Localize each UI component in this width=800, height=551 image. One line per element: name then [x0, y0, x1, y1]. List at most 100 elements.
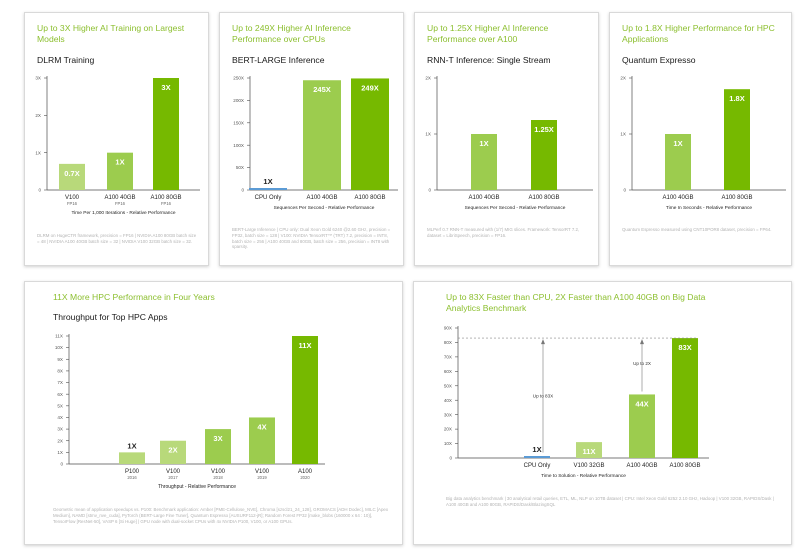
chart-footnote: DLRM on HugeCTR framework, precision = F…	[37, 233, 197, 244]
y-tick-label: 0	[428, 188, 431, 193]
category-label: V100	[166, 469, 181, 475]
x-axis-label: Throughput - Relative Performance	[158, 484, 236, 490]
chart-title: 11X More HPC Performance in Four Years	[53, 292, 215, 302]
category-sublabel: 2019	[257, 475, 267, 480]
x-axis-label: Sequences Per Second - Relative Performa…	[274, 205, 375, 211]
y-tick-label: 1X	[620, 132, 626, 137]
category-sublabel: 2016	[127, 475, 137, 480]
y-tick-label: 50X	[444, 383, 452, 388]
category-label: A100 40GB	[626, 463, 657, 469]
x-axis-label: Sequences Per Second - Relative Performa…	[465, 205, 566, 211]
data-label: 1X	[673, 139, 682, 148]
data-label: 83X	[678, 343, 691, 352]
y-tick-label: 90X	[444, 326, 452, 331]
chart-footnote: MLPerf 0.7 RNN-T measured with (1/7) MIG…	[427, 227, 580, 238]
category-sublabel: FP16	[161, 201, 172, 206]
category-label: V100	[65, 195, 80, 201]
bar-v100	[205, 429, 231, 464]
y-tick-label: 250X	[233, 76, 244, 81]
annotation-2x: Up to 2X	[633, 361, 651, 366]
chart-subtitle: BERT-LARGE Inference	[232, 55, 325, 65]
x-axis-label: Time to Solution - Relative Performance	[541, 473, 626, 479]
category-sublabel: FP16	[67, 201, 78, 206]
y-tick-label: 30X	[444, 412, 452, 417]
card-rnnt-inference: Up to 1.25X Higher AI Inference Performa…	[414, 12, 599, 266]
chart-title: Up to 3X Higher AI Training on Largest M…	[37, 23, 185, 44]
card-bert-inference: Up to 249X Higher AI Inference Performan…	[219, 12, 404, 266]
y-tick-label: 80X	[444, 340, 452, 345]
data-label: 4X	[257, 422, 266, 431]
arrow-2x-head	[640, 339, 644, 345]
x-axis-label: Time Per 1,000 Iterations - Relative Per…	[71, 210, 175, 216]
y-tick-label: 200X	[233, 98, 244, 103]
data-label: 3X	[213, 434, 222, 443]
y-tick-label: 0	[38, 188, 41, 193]
data-label: 44X	[635, 399, 648, 408]
bar-a100-80gb	[531, 120, 557, 190]
chart-title: Up to 83X Faster than CPU, 2X Faster tha…	[446, 292, 706, 313]
category-label: A100 80GB	[354, 195, 385, 201]
category-label: A100 80GB	[669, 463, 700, 469]
bar-cpu-only	[524, 456, 550, 458]
y-tick-label: 11X	[55, 334, 63, 339]
bar-a100-80gb	[153, 78, 179, 190]
y-tick-label: 6X	[57, 392, 63, 397]
y-tick-label: 9X	[57, 357, 63, 362]
chart-title: Up to 1.25X Higher AI Inference Performa…	[427, 23, 549, 44]
y-tick-label: 3X	[35, 76, 41, 81]
chart-footnote: Quantum Espresso measured using CNT10POR…	[622, 227, 772, 232]
chart-footnote: Big data analytics benchmark | 30 analyt…	[446, 496, 774, 507]
bar-v100	[249, 417, 275, 464]
y-tick-label: 10X	[55, 345, 63, 350]
data-label: 11X	[299, 341, 312, 350]
bar-a100-80gb	[724, 89, 750, 190]
y-tick-label: 0	[623, 188, 626, 193]
bar-p100	[119, 452, 145, 464]
category-label: A100 80GB	[150, 195, 181, 201]
y-tick-label: 0	[60, 462, 63, 467]
y-tick-label: 2X	[57, 438, 63, 443]
data-label: 1X	[263, 177, 272, 186]
category-label: V100 32GB	[573, 463, 604, 469]
category-sublabel: 2017	[168, 475, 178, 480]
y-tick-label: 1X	[35, 150, 41, 155]
bar-chart-quantum-expresso: 0 1X 2X 1X A100 40GB 1.8X A100 80GB Time In Sec…	[620, 76, 786, 211]
data-label: 1X	[532, 445, 541, 454]
chart-subtitle: Quantum Expresso	[622, 55, 696, 65]
y-tick-label: 1X	[57, 450, 63, 455]
data-label: 1.8X	[729, 94, 744, 103]
data-label: 0.7X	[64, 169, 79, 178]
data-label: 1X	[479, 139, 488, 148]
category-label: A100 40GB	[104, 195, 135, 201]
data-label: 249X	[361, 83, 379, 92]
data-label: 1.25X	[534, 125, 554, 134]
bar-chart-rnnt: 0 1X 2X 1X A100 40GB 1.25X A100 80GB Sequences …	[425, 76, 593, 211]
category-sublabel: 2018	[213, 475, 223, 480]
bar-a100-40gb	[303, 80, 341, 190]
y-tick-label: 2X	[425, 76, 431, 81]
data-label: 3X	[161, 83, 170, 92]
bar-a100-40gb	[107, 152, 133, 190]
card-quantum-expresso: Up to 1.8X Higher Performance for HPC Ap…	[609, 12, 792, 266]
y-tick-label: 3X	[57, 427, 63, 432]
category-sublabel: 2020	[300, 475, 310, 480]
chart-subtitle: DLRM Training	[37, 55, 95, 65]
bar-chart-big-data: 0 10X 20X 30X 40X 50X 60X 70X 80X 90X 1X CPU Only 11…	[444, 326, 709, 479]
y-tick-label: 0	[241, 188, 244, 193]
y-tick-label: 100X	[233, 143, 244, 148]
data-label: 1X	[127, 441, 136, 450]
bar-cpu-only	[249, 188, 287, 190]
chart-subtitle: RNN-T Inference: Single Stream	[427, 55, 551, 65]
y-tick-label: 20X	[444, 427, 452, 432]
y-tick-label: 60X	[444, 369, 452, 374]
y-tick-label: 150X	[233, 120, 244, 125]
data-label: 1X	[115, 158, 124, 167]
category-label: P100	[125, 469, 140, 475]
data-label: 2X	[168, 446, 177, 455]
y-tick-label: 2X	[620, 76, 626, 81]
category-label: CPU Only	[255, 195, 282, 201]
bar-chart-bert: 0 50X 100X 150X 200X 250X 1X CPU Only 245X A100 4…	[233, 76, 398, 211]
bar-a100-40gb	[665, 134, 691, 190]
bar-a100	[292, 336, 318, 464]
chart-title: Up to 1.8X Higher Performance for HPC Ap…	[622, 23, 775, 44]
